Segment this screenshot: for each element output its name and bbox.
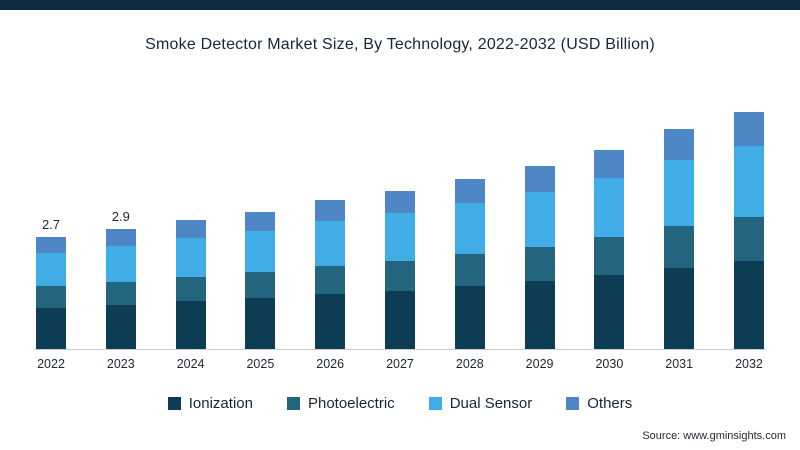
bar-2025 [243, 212, 277, 349]
x-axis-label: 2028 [455, 357, 484, 371]
segment-ionization [594, 275, 625, 349]
bar-2022: 2.7 [34, 217, 68, 349]
legend-label: Dual Sensor [449, 395, 533, 412]
segment-dual-sensor [36, 252, 66, 287]
segment-dual-sensor [733, 145, 764, 217]
segment-photoelectric [594, 237, 625, 276]
legend-swatch-others [566, 397, 580, 410]
segment-others [454, 178, 485, 203]
segment-ionization [105, 304, 136, 349]
bar-2031 [662, 129, 696, 349]
legend-label: Photoelectric [307, 395, 395, 412]
segment-others [664, 129, 695, 160]
x-axis-label: 2030 [595, 357, 624, 371]
segment-ionization [36, 307, 66, 349]
legend-item-others: Others [566, 395, 632, 412]
bar-2024 [174, 220, 208, 349]
segment-dual-sensor [175, 238, 206, 277]
x-axis-labels: 2022 2023 2024 2025 2026 2027 2028 2029 2030 2031… [34, 357, 766, 371]
segment-ionization [245, 298, 276, 349]
segment-photoelectric [315, 265, 346, 294]
segment-others [36, 236, 66, 253]
bar-2028 [453, 178, 487, 349]
bar-2032 [732, 112, 766, 349]
segment-ionization [454, 285, 485, 349]
top-accent-bar [0, 0, 800, 10]
chart-area: 2.7 2.9 2022 2023 2024 2025 2026 2027 2028 2029 2… [34, 88, 766, 371]
segment-others [315, 199, 346, 221]
segment-photoelectric [36, 286, 66, 308]
legend-label: Others [587, 395, 633, 412]
bar-2026 [313, 199, 347, 349]
chart-legend: Ionization Photoelectric Dual Sensor Oth… [0, 395, 800, 412]
segment-ionization [175, 301, 206, 349]
legend-item-ionization: Ionization [167, 395, 253, 412]
segment-ionization [733, 261, 764, 349]
x-axis-label: 2025 [246, 357, 275, 371]
segment-others [384, 191, 415, 214]
legend-swatch-ionization [167, 397, 181, 410]
bar-value-label: 2.7 [41, 216, 61, 232]
legend-swatch-photoelectric [286, 397, 300, 410]
chart-title: Smoke Detector Market Size, By Technolog… [145, 36, 655, 53]
segment-photoelectric [384, 260, 415, 291]
x-axis-label: 2027 [386, 357, 414, 371]
bar-2030 [592, 149, 626, 349]
segment-others [594, 149, 625, 178]
segment-others [524, 166, 555, 192]
x-axis-label: 2031 [665, 357, 694, 371]
x-axis-label: 2024 [176, 357, 205, 371]
segment-others [105, 228, 136, 246]
bar-2029 [523, 166, 557, 349]
segment-photoelectric [105, 281, 136, 305]
legend-label: Ionization [188, 395, 253, 412]
segment-photoelectric [664, 225, 695, 268]
bar-2027 [383, 191, 417, 349]
segment-dual-sensor [664, 159, 695, 226]
segment-photoelectric [175, 276, 206, 302]
segment-ionization [384, 290, 415, 349]
bar-2023: 2.9 [104, 209, 138, 349]
legend-item-dual-sensor: Dual Sensor [428, 395, 533, 412]
legend-swatch-dual-sensor [428, 397, 442, 410]
x-axis-label: 2022 [37, 357, 65, 371]
segment-dual-sensor [524, 191, 555, 247]
segment-ionization [315, 293, 346, 349]
source-attribution: Source: www.gminsights.com [642, 430, 786, 442]
x-axis-label: 2029 [525, 357, 554, 371]
x-axis-label: 2026 [316, 357, 345, 371]
segment-photoelectric [245, 272, 276, 299]
bars-row: 2.7 2.9 [34, 88, 766, 350]
segment-dual-sensor [384, 213, 415, 261]
segment-dual-sensor [315, 220, 346, 266]
segment-dual-sensor [594, 177, 625, 238]
segment-dual-sensor [245, 231, 276, 273]
segment-ionization [524, 281, 555, 349]
segment-others [175, 220, 206, 239]
legend-item-photoelectric: Photoelectric [286, 395, 395, 412]
segment-dual-sensor [454, 202, 485, 254]
segment-photoelectric [454, 253, 485, 286]
segment-photoelectric [733, 216, 764, 262]
segment-others [733, 112, 764, 146]
segment-photoelectric [524, 246, 555, 282]
bar-value-label: 2.9 [111, 208, 130, 224]
x-axis-label: 2023 [106, 357, 135, 371]
segment-others [245, 212, 276, 232]
segment-ionization [664, 267, 695, 349]
x-axis-label: 2032 [735, 357, 763, 371]
segment-dual-sensor [105, 245, 136, 282]
